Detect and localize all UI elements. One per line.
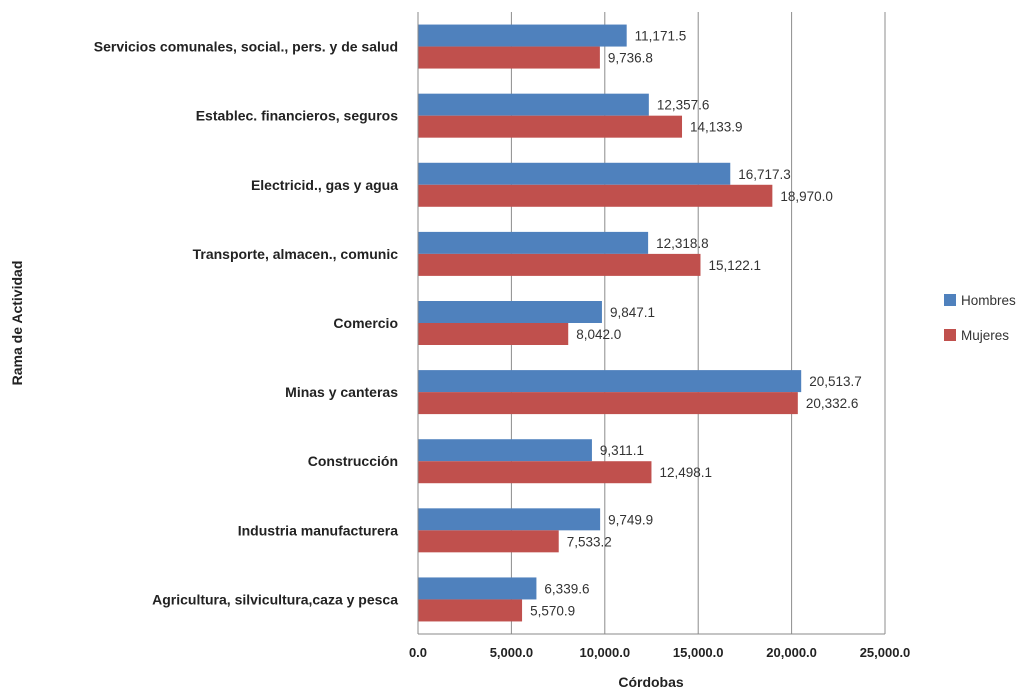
category-labels: Servicios comunales, social., pers. y de…	[94, 39, 398, 608]
data-label: 11,171.5	[635, 29, 687, 44]
data-label: 8,042.0	[576, 327, 621, 342]
legend-label: Mujeres	[961, 328, 1009, 343]
bar-hombres	[418, 508, 601, 531]
data-label: 20,332.6	[806, 396, 859, 411]
x-tick-label: 10,000.0	[579, 645, 630, 660]
x-tick-label: 0.0	[409, 645, 427, 660]
x-axis-title: Córdobas	[618, 674, 684, 690]
data-label: 12,498.1	[659, 465, 712, 480]
x-tick-label: 25,000.0	[860, 645, 911, 660]
legend: Hombres Mujeres	[944, 293, 1016, 343]
bars	[418, 24, 802, 622]
category-label: Transporte, almacen., comunic	[193, 246, 399, 262]
bar-mujeres	[418, 253, 701, 276]
x-tick-label: 20,000.0	[766, 645, 817, 660]
bar-mujeres	[418, 461, 652, 484]
data-label: 9,311.1	[600, 443, 644, 458]
x-tick-label: 15,000.0	[673, 645, 724, 660]
bar-hombres	[418, 439, 592, 462]
category-label: Servicios comunales, social., pers. y de…	[94, 39, 398, 55]
data-label: 14,133.9	[690, 120, 743, 135]
data-label: 12,318.8	[656, 236, 709, 251]
bar-mujeres	[418, 184, 773, 207]
data-label: 6,339.6	[544, 581, 589, 596]
data-label: 12,357.6	[657, 98, 710, 113]
bar-mujeres	[418, 599, 523, 622]
bar-hombres	[418, 301, 602, 323]
category-label: Comercio	[333, 315, 398, 331]
data-label: 5,570.9	[530, 603, 575, 618]
data-label: 9,736.8	[608, 51, 653, 66]
category-label: Industria manufacturera	[238, 522, 398, 538]
category-label: Minas y canteras	[285, 384, 398, 400]
bar-mujeres	[418, 323, 569, 345]
x-tick-labels: 0.0 5,000.0 10,000.0 15,000.0 20,000.0 25,000…	[409, 645, 910, 660]
legend-label: Hombres	[961, 293, 1016, 308]
bar-hombres	[418, 93, 649, 116]
bar-hombres	[418, 577, 537, 600]
x-tick-label: 5,000.0	[490, 645, 533, 660]
y-axis-title: Rama de Actividad	[9, 261, 25, 386]
category-label: Electricid., gas y agua	[251, 177, 398, 193]
data-label: 18,970.0	[780, 189, 833, 204]
data-label: 9,847.1	[610, 305, 655, 320]
data-label: 7,533.2	[567, 534, 612, 549]
axes	[417, 12, 885, 635]
legend-swatch-hombres	[944, 294, 956, 306]
data-label: 15,122.1	[708, 258, 761, 273]
data-label: 16,717.3	[738, 167, 791, 182]
data-label: 9,749.9	[608, 512, 653, 527]
category-label: Agricultura, silvicultura,caza y pesca	[152, 591, 398, 607]
data-label: 20,513.7	[809, 374, 862, 389]
bar-mujeres	[418, 392, 798, 415]
bar-mujeres	[418, 46, 600, 69]
bar-hombres	[418, 231, 649, 254]
bar-mujeres	[418, 530, 559, 553]
legend-swatch-mujeres	[944, 329, 956, 341]
bar-hombres	[418, 370, 802, 393]
bar-mujeres	[418, 115, 683, 138]
category-label: Establec. financieros, seguros	[196, 108, 399, 124]
data-labels: 11,171.5 9,736.8 12,357.6 14,133.9 16,717.3 1…	[530, 29, 862, 619]
bar-hombres	[418, 24, 627, 47]
category-label: Construcción	[308, 453, 398, 469]
bar-hombres	[418, 162, 731, 185]
